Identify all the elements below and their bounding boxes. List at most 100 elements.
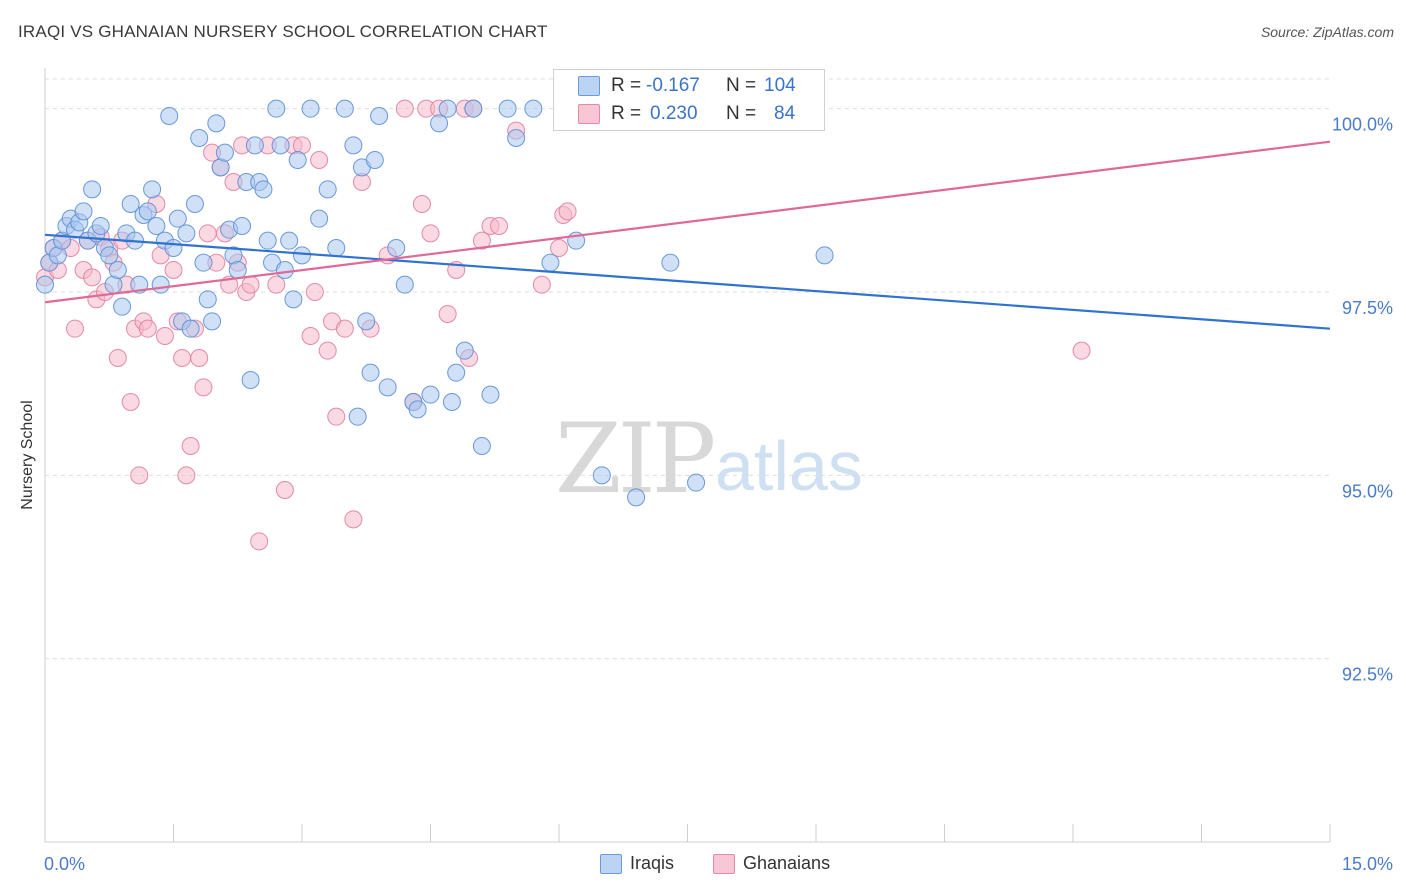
- ghanaians-point: [164, 261, 183, 279]
- iraqis-point: [592, 466, 611, 485]
- ghanaians-swatch: [578, 104, 600, 124]
- ghanaians-point: [198, 224, 217, 243]
- iraqis-point: [687, 473, 706, 492]
- iraqis-point: [293, 246, 311, 265]
- iraqis-point: [151, 275, 170, 294]
- ghanaians-point: [558, 202, 577, 221]
- ghanaians-point: [532, 275, 551, 294]
- iraqis-point: [198, 290, 217, 309]
- ghanaians-trend-line: [44, 140, 1331, 304]
- ghanaians-point: [438, 305, 457, 323]
- iraqis-point: [177, 224, 196, 243]
- watermark: ZIP atlas: [555, 403, 863, 515]
- iraqis-point: [254, 180, 273, 199]
- iraqis-point: [344, 136, 363, 155]
- correlation-stats-box: R = -0.167 N = 104 R = 0.230 N = 84: [553, 69, 825, 131]
- iraqis-point: [138, 202, 157, 221]
- iraqis-point: [113, 297, 132, 316]
- iraqis-point: [147, 217, 166, 235]
- iraqis-point: [245, 136, 264, 155]
- iraqis-point: [327, 239, 346, 257]
- ghanaians-point: [155, 327, 174, 345]
- iraqis-point: [203, 312, 222, 331]
- iraqis-point: [335, 99, 354, 118]
- legend: Iraqis Ghanaians: [0, 852, 1406, 876]
- iraqis-point: [442, 393, 461, 411]
- iraqis-point: [241, 371, 260, 389]
- iraqis-point: [100, 246, 119, 265]
- iraqis-point: [74, 202, 93, 221]
- ghanaians-point: [121, 393, 140, 411]
- iraqis-trend-line: [44, 233, 1331, 330]
- ghanaians-point: [490, 217, 509, 235]
- r-label: R =: [611, 75, 642, 96]
- y-tick-label: 97.5%: [1342, 298, 1393, 318]
- axes: [44, 68, 1331, 843]
- r-value: -0.167: [646, 75, 700, 96]
- ghanaians-point: [177, 466, 196, 485]
- legend-swatch-ghanaians: [713, 854, 735, 874]
- iraqis-point: [421, 385, 440, 404]
- iraqis-point: [121, 195, 140, 213]
- iraqis-point: [267, 99, 286, 118]
- iraqis-point: [190, 129, 209, 147]
- iraqis-point: [164, 239, 183, 257]
- n-value: 104: [764, 75, 796, 96]
- iraqis-point: [661, 253, 680, 272]
- iraqis-swatch: [578, 76, 600, 96]
- y-tick-label: 100.0%: [1332, 115, 1393, 135]
- ghanaians-point: [83, 268, 102, 287]
- iraqis-point: [498, 99, 517, 118]
- trend-lines: [44, 140, 1331, 330]
- ghanaians-point: [138, 319, 157, 338]
- iraqis-point: [815, 246, 834, 265]
- watermark-atlas: atlas: [715, 427, 863, 505]
- ghanaians-point: [301, 327, 320, 345]
- n-value: 84: [774, 103, 796, 124]
- iraqis-point: [370, 107, 389, 125]
- iraqis-point: [361, 363, 380, 382]
- ghanaians-point: [267, 275, 286, 294]
- iraqis-point: [233, 217, 252, 235]
- iraqis-point: [455, 341, 474, 360]
- iraqis-point: [464, 99, 483, 118]
- ghanaians-point: [412, 195, 431, 213]
- legend-label-iraqis: Iraqis: [630, 853, 675, 873]
- iraqis-points: [36, 99, 834, 507]
- ghanaians-point: [421, 224, 440, 243]
- iraqis-point: [83, 180, 102, 199]
- iraqis-point: [430, 114, 449, 133]
- iraqis-point: [168, 209, 187, 228]
- ghanaians-point: [275, 481, 294, 499]
- iraqis-point: [524, 99, 543, 118]
- ghanaians-point: [344, 510, 363, 529]
- ghanaians-point: [1072, 341, 1091, 360]
- iraqis-point: [160, 107, 179, 125]
- stats-row-iraqis: R = -0.167 N = 104: [554, 73, 824, 99]
- tick-labels: 100.0% 97.5% 95.0% 92.5% 0.0% 15.0%: [44, 115, 1393, 874]
- iraqis-point: [288, 151, 307, 169]
- r-value: 0.230: [650, 103, 698, 124]
- iraqis-point: [395, 275, 414, 294]
- iraqis-point: [280, 231, 299, 250]
- n-label: N =: [726, 75, 757, 96]
- ghanaians-point: [318, 341, 337, 360]
- ghanaians-point: [173, 349, 192, 367]
- legend-swatch-iraqis: [600, 854, 622, 874]
- iraqis-point: [284, 290, 303, 309]
- ghanaians-point: [241, 275, 260, 294]
- iraqis-point: [91, 217, 110, 235]
- y-tick-label: 95.0%: [1342, 481, 1393, 501]
- iraqis-point: [541, 253, 560, 272]
- ghanaians-point: [472, 231, 491, 250]
- iraqis-point: [143, 180, 162, 199]
- x-tick-label-min: 0.0%: [44, 854, 85, 874]
- ghanaians-point: [130, 466, 149, 485]
- source-label: Source: ZipAtlas.com: [1260, 24, 1394, 40]
- iraqis-point: [357, 312, 376, 331]
- iraqis-point: [438, 99, 457, 118]
- iraqis-point: [228, 261, 247, 279]
- ghanaians-point: [335, 319, 354, 338]
- iraqis-point: [365, 151, 384, 169]
- ghanaians-point: [327, 407, 346, 426]
